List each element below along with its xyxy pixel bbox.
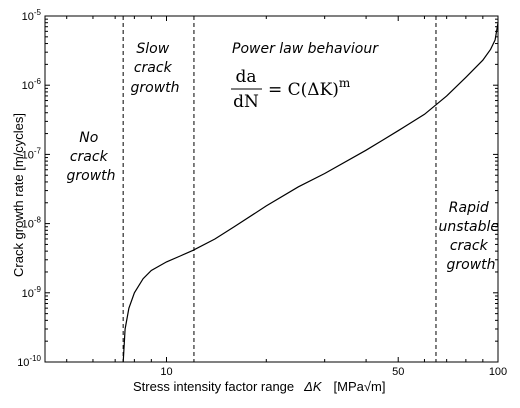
no-growth-label: No crack growth (66, 130, 115, 184)
slow-growth-label: Slow crack growth (130, 41, 179, 96)
formula-rhs: = C(ΔK)m (268, 76, 351, 100)
y-tick-label: 10-6 (22, 77, 42, 92)
x-tick-label: 50 (392, 366, 404, 378)
plot-frame (44, 15, 499, 363)
y-tick-label: 10-5 (22, 8, 42, 23)
rapid-growth-label: Rapid unstable crack growth (439, 200, 504, 273)
y-tick-label: 10-10 (17, 354, 41, 369)
crack-growth-curve (122, 22, 499, 363)
formula-numerator: da (235, 67, 256, 87)
x-tick-label: 100 (489, 366, 507, 378)
formula-denominator: dN (233, 92, 259, 112)
y-tick-label: 10-7 (22, 146, 42, 161)
y-tick-label: 10-9 (22, 285, 42, 300)
y-tick-label: 10-8 (22, 216, 42, 231)
x-tick-label: 10 (160, 366, 172, 378)
paris-law-formula: da dN = C(ΔK)m (231, 67, 351, 112)
x-axis-label: Stress intensity factor range ΔK [MPa√m] (133, 379, 385, 394)
power-law-label: Power law behaviour (232, 41, 379, 57)
y-axis-label: Crack growth rate [m/cycles] (11, 113, 26, 277)
